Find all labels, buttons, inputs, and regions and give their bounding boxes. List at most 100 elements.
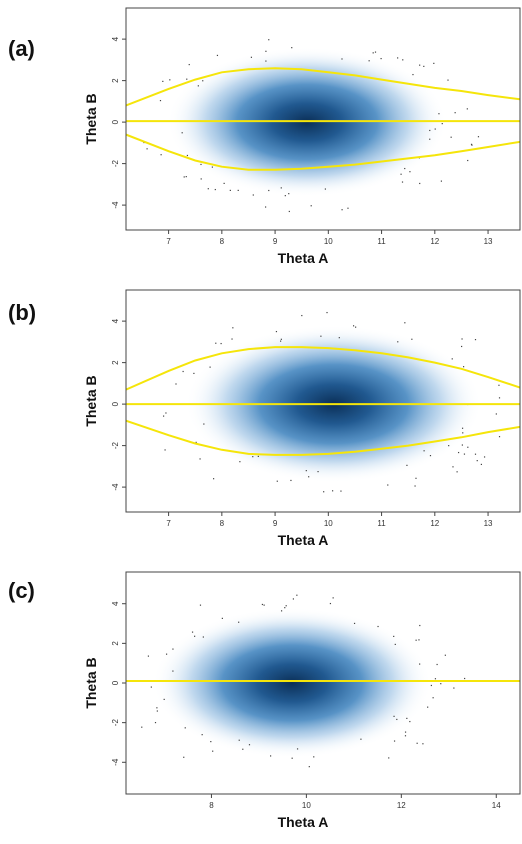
outlier-point [474, 339, 477, 341]
outlier-point [252, 194, 254, 196]
outlier-point [374, 51, 377, 53]
lower-bound [126, 419, 520, 456]
chart-c: 8 10 12 14 -4 -2 0 2 4 Theta A Theta B [83, 571, 521, 830]
outlier-point [229, 189, 231, 191]
outlier-point [355, 326, 357, 328]
outlier-point [423, 65, 425, 67]
outlier-point [220, 342, 222, 345]
outlier-point [265, 50, 267, 52]
outlier-point [183, 756, 185, 758]
outlier-point [213, 478, 215, 480]
outlier-point [440, 180, 442, 182]
x-tick-label: 10 [302, 801, 311, 810]
panel-a: (a) 7 8 9 10 11 12 13 -4 -2 0 2 4 Theta A Theta B [0, 0, 522, 282]
outlier-point [462, 432, 464, 434]
outlier-point [477, 136, 480, 138]
outlier-point [276, 480, 278, 482]
outlier-point [280, 187, 282, 189]
outlier-point [296, 748, 299, 750]
outlier-point [434, 678, 437, 680]
outlier-point [467, 159, 469, 162]
outlier-point [150, 686, 152, 688]
outlier-point [122, 713, 123, 714]
outlier-point [394, 643, 396, 646]
x-axis-title: Theta A [278, 814, 329, 830]
outlier-point [463, 453, 466, 455]
outlier-point [436, 663, 438, 666]
outlier-point [211, 166, 213, 168]
outlier-point [237, 189, 239, 192]
outlier-point [409, 720, 411, 723]
panel-label: (a) [8, 36, 35, 61]
outlier-point [242, 748, 244, 750]
outlier-point [105, 706, 106, 707]
outlier-point [280, 610, 283, 612]
outlier-point [415, 477, 417, 479]
outlier-point [422, 743, 424, 745]
outlier-point [197, 85, 199, 87]
outlier-point [461, 345, 463, 348]
x-tick-label: 7 [166, 519, 171, 528]
outlier-point [368, 60, 370, 62]
outlier-point [160, 154, 162, 156]
chart-b: 7 8 9 10 11 12 13 -4 -2 0 2 4 Theta A Theta B [83, 289, 521, 548]
outlier-point [159, 99, 162, 102]
y-tick-label: -2 [111, 719, 120, 727]
outlier-point [210, 741, 212, 743]
outlier-point [332, 597, 334, 599]
outlier-point [215, 342, 217, 344]
outlier-point [393, 715, 395, 717]
outlier-point [470, 143, 473, 145]
outlier-point [257, 455, 259, 458]
outlier-point [419, 182, 421, 185]
outlier-point [280, 340, 282, 342]
y-tick-label: 2 [111, 641, 120, 646]
outlier-point [292, 598, 294, 600]
outlier-point [156, 707, 158, 709]
outlier-point [162, 80, 164, 82]
outlier-point [231, 338, 233, 340]
panel-label: (c) [8, 578, 35, 603]
outlier-point [338, 337, 340, 339]
outlier-point [172, 670, 174, 672]
outlier-point [268, 189, 270, 192]
outlier-point [182, 370, 184, 373]
outlier-point [418, 639, 420, 641]
outlier-point [261, 603, 264, 606]
outlier-point [238, 739, 240, 741]
outlier-point [498, 384, 500, 386]
outlier-point [200, 178, 202, 180]
outlier-point [476, 460, 478, 462]
outlier-point [447, 79, 449, 81]
upper-bound [126, 346, 520, 391]
outlier-point [268, 39, 270, 41]
outlier-point [434, 128, 436, 130]
outlier-point [317, 471, 319, 473]
x-tick-label: 8 [220, 237, 225, 246]
outlier-point [456, 471, 458, 473]
outlier-point [221, 617, 223, 619]
outlier-point [301, 314, 303, 317]
outlier-point [471, 144, 473, 146]
outlier-point [401, 181, 404, 183]
outlier-point [474, 453, 477, 455]
plot-frame [125, 7, 521, 231]
y-tick-label: 4 [111, 36, 120, 41]
outlier-point [377, 625, 379, 628]
outlier-point [393, 740, 396, 742]
y-tick-label: -2 [111, 160, 120, 168]
outlier-point [154, 721, 157, 724]
outlier-point [146, 148, 148, 150]
outlier-point [393, 635, 395, 638]
outlier-point [461, 427, 464, 429]
x-tick-label: 9 [273, 237, 278, 246]
y-axis-title: Theta B [83, 375, 99, 426]
x-axis-title: Theta A [278, 532, 329, 548]
outlier-point [467, 446, 469, 448]
outlier-point [396, 718, 398, 721]
outlier-point [284, 195, 286, 197]
outlier-point [444, 654, 446, 656]
outlier-point [288, 193, 290, 195]
outlier-point [406, 717, 408, 719]
x-tick-label: 12 [397, 801, 406, 810]
